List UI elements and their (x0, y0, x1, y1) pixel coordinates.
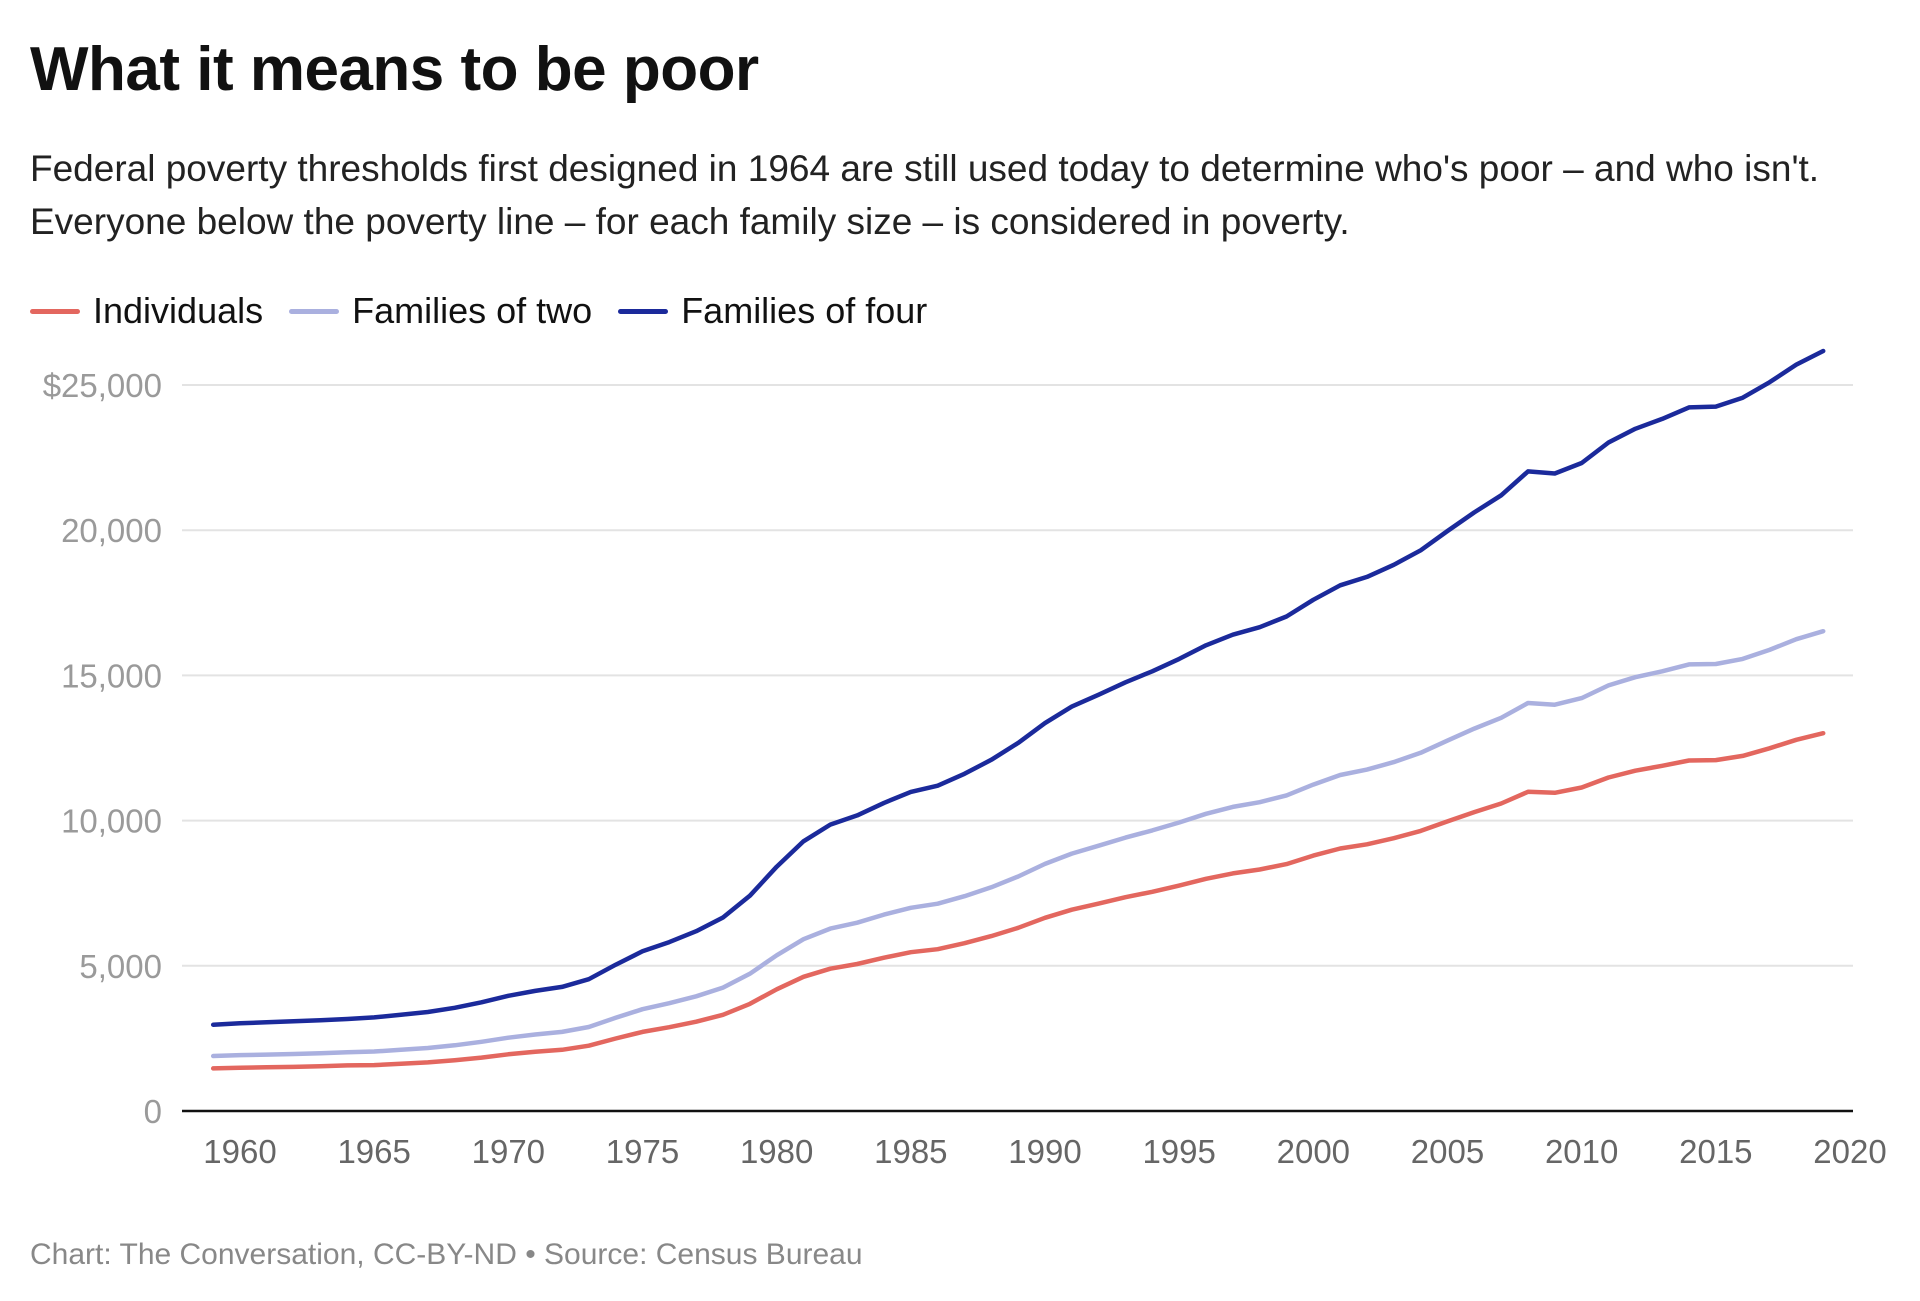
series-line-individuals (210, 730, 1826, 1071)
legend-label: Families of four (681, 290, 928, 331)
legend-label: Families of two (352, 290, 593, 331)
chart-subtitle: Federal poverty thresholds first designe… (30, 148, 1820, 242)
x-tick-label: 2000 (1277, 1133, 1350, 1170)
legend-item-families-of-two: Families of two (289, 290, 592, 332)
x-tick-label: 2015 (1679, 1133, 1752, 1170)
legend-swatch (30, 308, 80, 314)
legend: Individuals Families of two Families of … (30, 290, 953, 332)
legend-label: Individuals (93, 290, 264, 331)
x-tick-label: 1990 (1008, 1133, 1081, 1170)
x-tick-label: 2020 (1813, 1133, 1886, 1170)
x-tick-label: 2005 (1411, 1133, 1484, 1170)
y-tick-label: 10,000 (61, 803, 162, 840)
x-tick-label: 1995 (1142, 1133, 1215, 1170)
legend-item-families-of-four: Families of four (618, 290, 927, 332)
legend-swatch (618, 308, 669, 314)
y-tick-label: 15,000 (61, 657, 162, 694)
x-tick-label: 1975 (606, 1133, 679, 1170)
chart-footer: Chart: The Conversation, CC-BY-ND • Sour… (30, 1238, 863, 1271)
x-tick-label: 1985 (874, 1133, 947, 1170)
y-tick-label: 0 (144, 1093, 162, 1130)
x-tick-label: 2010 (1545, 1133, 1618, 1170)
x-tick-label: 1960 (203, 1133, 276, 1170)
x-tick-label: 1980 (740, 1133, 813, 1170)
y-tick-label: 20,000 (61, 512, 162, 549)
legend-swatch (289, 308, 340, 314)
x-tick-label: 1965 (337, 1133, 410, 1170)
x-tick-label: 1970 (472, 1133, 545, 1170)
chart-title: What it means to be poor (30, 35, 759, 104)
series-line-families-of-two (210, 628, 1826, 1059)
y-tick-label: $25,000 (43, 367, 162, 404)
y-tick-label: 5,000 (79, 948, 162, 985)
legend-item-individuals: Individuals (30, 290, 263, 332)
series-line-families-of-four (210, 348, 1826, 1027)
